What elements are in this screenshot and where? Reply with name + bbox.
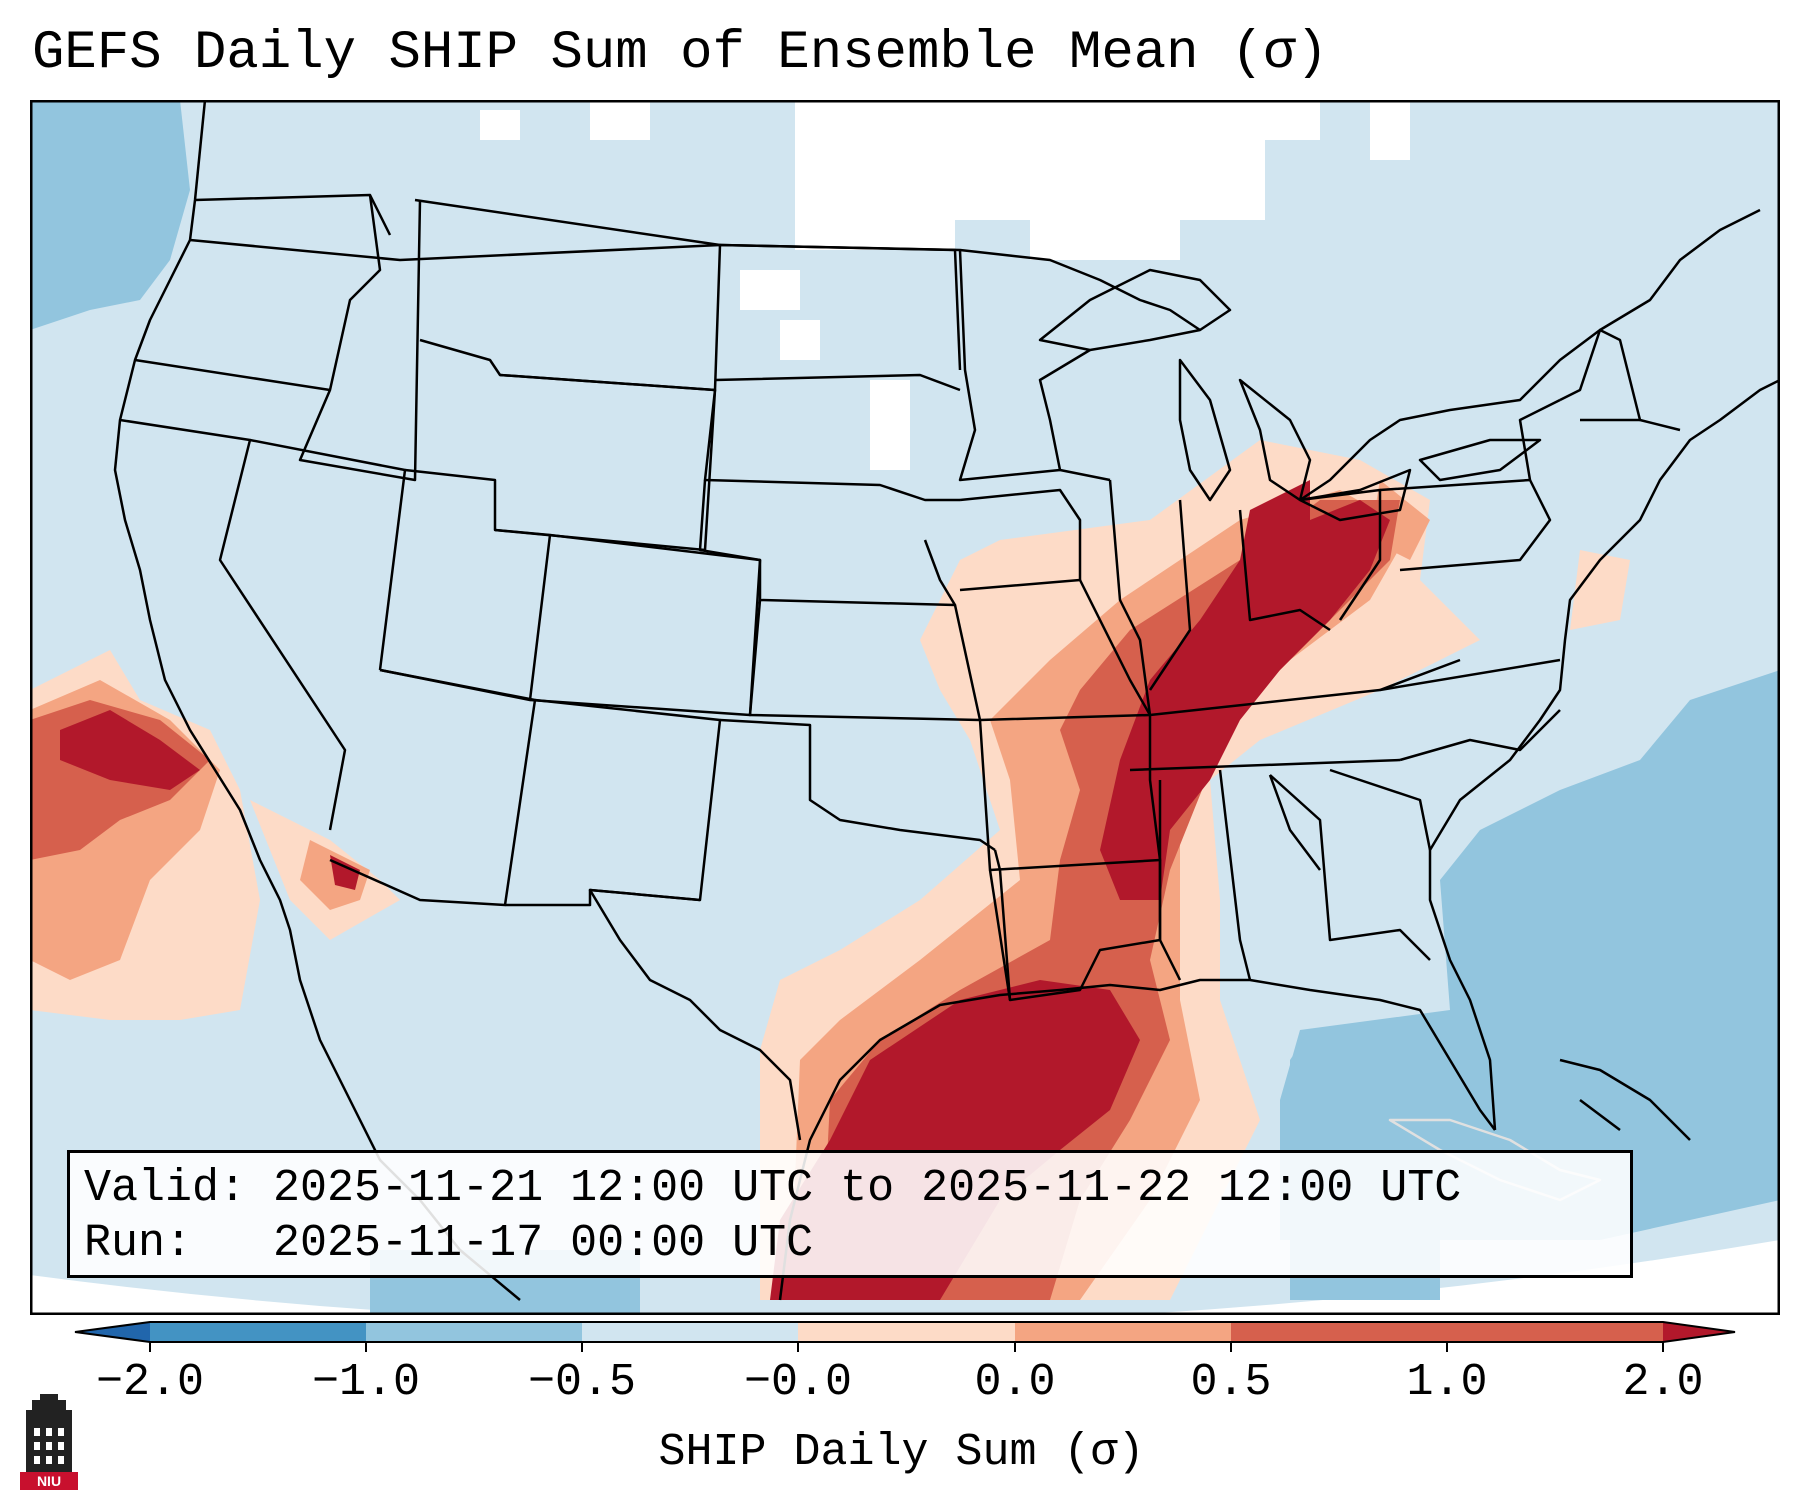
anomaly-b2182b-ohio-valley — [1100, 480, 1390, 900]
canada-us-border — [189, 208, 1761, 502]
colorbar-tick-label: −0.0 — [743, 1357, 853, 1408]
colorbar-extend-low — [75, 1322, 150, 1342]
niu-logo-icon: NIU — [20, 1392, 78, 1490]
anomaly-b2182b-pacific — [60, 710, 200, 790]
colorbar-tick-label: 0.0 — [974, 1357, 1056, 1408]
bahamas-outline — [1559, 1058, 1691, 1141]
pacific-coastline — [113, 100, 521, 1301]
near-zero-patches — [480, 100, 1410, 470]
colorbar-segment — [366, 1322, 582, 1342]
validity-info-box: Valid: 2025-11-21 12:00 UTC to 2025-11-2… — [67, 1150, 1633, 1278]
colorbar-segment — [798, 1322, 1015, 1342]
colorbar-tick-label: −2.0 — [95, 1357, 205, 1408]
coastlines — [113, 100, 1780, 1301]
pacific-ocean-anomaly — [30, 100, 190, 330]
colorbar-label: SHIP Daily Sum (σ) — [658, 1427, 1145, 1478]
colorbar-tick-label: 2.0 — [1622, 1357, 1704, 1408]
map-title: GEFS Daily SHIP Sum of Ensemble Mean (σ) — [32, 23, 1329, 84]
map-panel — [30, 100, 1780, 1315]
gulf-coastline — [778, 978, 1496, 1301]
colorbar-segment — [582, 1322, 798, 1342]
colorbar-extend-high — [1663, 1322, 1735, 1342]
colorbar-tick-label: 1.0 — [1406, 1357, 1488, 1408]
colorbar-tick-label: 0.5 — [1190, 1357, 1272, 1408]
colorbar-tick-label: −1.0 — [311, 1357, 421, 1408]
colorbar-segment — [150, 1322, 366, 1342]
colorbar-segment — [1015, 1322, 1231, 1342]
colorbar-segment — [1231, 1322, 1447, 1342]
state-borders — [119, 193, 1681, 1141]
valid-time-line: Valid: 2025-11-21 12:00 UTC to 2025-11-2… — [84, 1163, 1462, 1214]
projection-edge — [30, 1240, 1780, 1315]
atlantic-coastline — [1428, 378, 1780, 1131]
map-frame — [30, 100, 1780, 1315]
run-time-line: Run: 2025-11-17 00:00 UTC — [84, 1218, 814, 1269]
anomaly-fddbc7-northeast — [1570, 550, 1630, 630]
colorbar — [74, 1321, 1736, 1352]
logo-text: NIU — [37, 1473, 61, 1489]
colorbar-segment — [1447, 1322, 1663, 1342]
colorbar-tick-label: −0.5 — [527, 1357, 637, 1408]
